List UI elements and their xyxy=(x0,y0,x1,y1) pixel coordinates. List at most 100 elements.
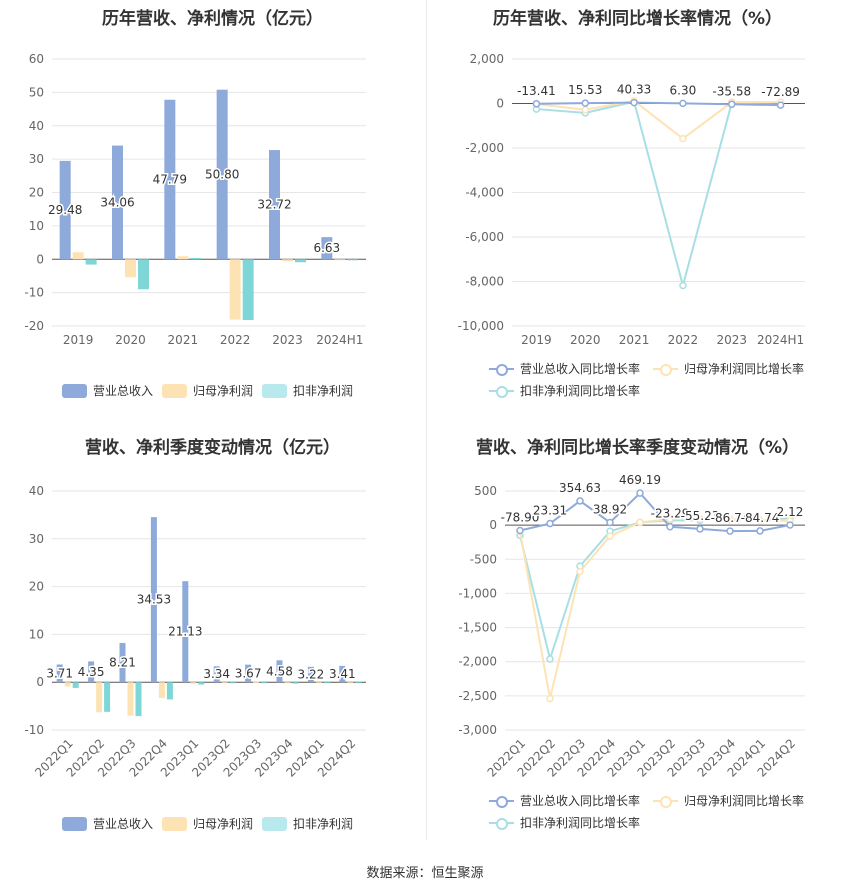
data-label: 40.33 xyxy=(617,83,651,97)
y-tick-label: -6,000 xyxy=(465,230,504,244)
legend-item-deducted-growth[interactable]: 扣非净利润同比增长率 xyxy=(489,382,640,399)
legend-item-net-profit[interactable]: 归母净利润 xyxy=(162,382,253,399)
legend-item-deducted-growth[interactable]: 扣非净利润同比增长率 xyxy=(489,814,640,831)
chart-svg: -10,000 -8,000 -6,000 -4,000 -2,000 0 2,000 201… xyxy=(458,52,805,347)
quarterly-growth-chart: 营收、净利同比增长率季度变动情况（%） -3,000 -2,500 -2,000 -1… xyxy=(425,425,850,855)
chart-title: 历年营收、净利情况（亿元） xyxy=(102,9,323,29)
bar xyxy=(104,682,111,712)
series-line xyxy=(536,100,781,290)
legend-label: 归母净利润同比增长率 xyxy=(684,362,805,376)
y-tick-label: 0 xyxy=(489,518,497,532)
bar xyxy=(221,682,228,684)
legend-item-net-profit[interactable]: 归母净利润 xyxy=(162,815,253,832)
y-tick-label: -3,000 xyxy=(458,723,497,737)
legend-item-revenue[interactable]: 营业总收入 xyxy=(62,382,153,399)
data-label: 354.63 xyxy=(559,481,601,495)
legend-swatch xyxy=(489,816,514,830)
y-tick-label: -1,000 xyxy=(458,586,497,600)
y-tick-label: 20 xyxy=(29,186,44,200)
data-point xyxy=(630,98,638,107)
data-label: 21.13 xyxy=(168,625,202,639)
bar xyxy=(284,682,291,684)
bar xyxy=(213,666,220,683)
bar xyxy=(177,256,189,260)
legend-item-deducted-profit[interactable]: 扣非净利润 xyxy=(262,815,353,832)
legend-label: 扣非净利润 xyxy=(293,817,354,831)
legend-label: 扣非净利润 xyxy=(293,384,354,398)
bar xyxy=(112,145,123,260)
bar xyxy=(282,259,293,262)
data-point xyxy=(546,694,554,703)
data-label: 469.19 xyxy=(619,473,661,487)
y-tick-label: -1,500 xyxy=(458,621,497,635)
legend-swatch xyxy=(653,794,678,808)
bar xyxy=(242,259,254,320)
data-label: -35.58 xyxy=(712,84,751,98)
y-tick-label: -20 xyxy=(24,319,44,333)
data-label: 23.31 xyxy=(533,504,567,518)
data-label: 47.79 xyxy=(153,173,187,187)
bar xyxy=(72,682,79,688)
bar xyxy=(355,682,362,684)
y-tick-label: 0 xyxy=(496,97,504,111)
x-tick-label: 2023 xyxy=(716,333,747,347)
data-point xyxy=(516,526,524,535)
data-point xyxy=(726,527,734,535)
bar xyxy=(182,581,189,683)
chart-legend: 营业总收入 归母净利润 扣非净利润 xyxy=(0,382,425,402)
series-line xyxy=(519,491,791,533)
data-label: 3.67 xyxy=(235,666,262,680)
bar xyxy=(190,682,197,684)
bar xyxy=(96,682,103,713)
x-tick-label: 2024H1 xyxy=(757,333,804,347)
chart-legend: 营业总收入同比增长率 归母净利润同比增长率 扣非净利润同比增长率 xyxy=(425,792,850,836)
data-label: 4.35 xyxy=(78,665,105,679)
data-point xyxy=(696,525,704,533)
legend-item-revenue-growth[interactable]: 营业总收入同比增长率 xyxy=(489,792,640,809)
data-point xyxy=(679,281,687,290)
bar xyxy=(261,682,268,684)
data-point xyxy=(606,532,614,540)
data-label: 38.92 xyxy=(593,502,627,516)
y-tick-label: 10 xyxy=(29,219,44,233)
y-tick-label: 60 xyxy=(29,52,44,66)
legend-item-deducted-profit[interactable]: 扣非净利润 xyxy=(262,382,353,399)
bar xyxy=(323,682,330,684)
y-tick-label: -500 xyxy=(470,552,497,566)
bar xyxy=(347,259,359,261)
data-label: 4.58 xyxy=(266,664,293,678)
y-tick-label: -4,000 xyxy=(465,186,504,200)
data-point xyxy=(576,497,584,505)
data-label: -78.90 xyxy=(501,511,540,525)
legend-label: 归母净利润 xyxy=(193,384,254,398)
data-point xyxy=(636,518,644,527)
data-point xyxy=(546,655,554,663)
legend-item-net-growth[interactable]: 归母净利润同比增长率 xyxy=(653,792,804,809)
x-tick-label: 2021 xyxy=(168,333,199,347)
data-label: 2.12 xyxy=(777,505,804,519)
bar xyxy=(276,660,283,683)
legend-item-net-growth[interactable]: 归母净利润同比增长率 xyxy=(653,360,804,377)
data-label: -84.74 xyxy=(741,511,780,525)
chart-title: 历年营收、净利同比增长率情况（%） xyxy=(492,9,783,29)
bar xyxy=(135,682,142,717)
y-tick-label: -10 xyxy=(24,723,44,737)
y-tick-label: 40 xyxy=(29,484,44,498)
y-tick-label: 40 xyxy=(29,119,44,133)
x-tick-label: 2023 xyxy=(272,333,303,347)
data-point xyxy=(679,134,687,143)
legend-item-revenue[interactable]: 营业总收入 xyxy=(62,815,153,832)
data-label: 29.48 xyxy=(48,203,82,217)
data-label: -86.74 xyxy=(711,511,750,525)
bar xyxy=(295,259,306,263)
legend-item-revenue-growth[interactable]: 营业总收入同比增长率 xyxy=(489,360,640,377)
bar xyxy=(125,259,136,278)
quarterly-revenue-profit-chart: 营收、净利季度变动情况（亿元） -10 0 10 20 30 40 2022Q1 3.71 20… xyxy=(0,425,425,855)
chart-legend: 营业总收入同比增长率 归母净利润同比增长率 扣非净利润同比增长率 xyxy=(425,360,850,404)
bar xyxy=(59,160,71,260)
chart-svg: -20 -10 0 10 20 30 40 50 60 2019 29.48 2020 34.06 202… xyxy=(24,52,366,347)
data-point xyxy=(756,527,764,535)
y-tick-label: 50 xyxy=(29,85,44,99)
legend-swatch xyxy=(162,383,187,398)
series-line xyxy=(536,99,781,140)
